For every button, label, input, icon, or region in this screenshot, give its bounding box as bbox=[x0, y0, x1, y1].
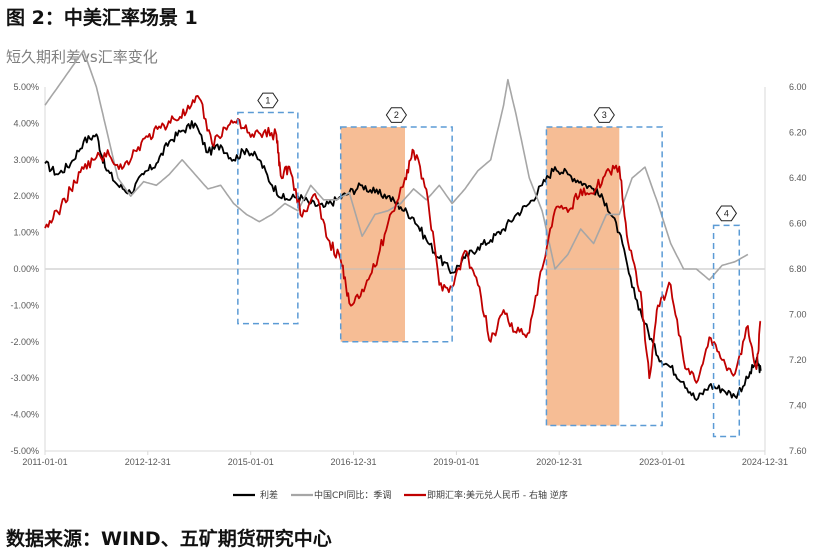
shaded-period bbox=[546, 127, 620, 426]
right-tick-label: 6.20 bbox=[789, 128, 807, 138]
line-chart: 5.00% 4.00% 3.00% 2.00% 1.00% 0.00% -1.00% -2.0… bbox=[10, 49, 807, 501]
series-line-fx bbox=[44, 95, 762, 384]
annotation-box bbox=[237, 111, 299, 325]
x-tick-label: 2024-12-31 bbox=[742, 457, 788, 467]
x-tick-label: 2012-12-31 bbox=[125, 457, 171, 467]
left-tick-label: 3.00% bbox=[13, 155, 39, 165]
legend-label: 即期汇率:美元兑人民币 - 右轴 逆序 bbox=[427, 489, 568, 501]
shaded-period bbox=[340, 127, 405, 342]
left-tick-label: -3.00% bbox=[10, 373, 39, 383]
annotation-label: 1 bbox=[265, 95, 270, 105]
annotation-label: 3 bbox=[602, 110, 607, 120]
annotation-box bbox=[545, 126, 663, 427]
series-line-spread bbox=[44, 120, 762, 401]
right-tick-label: 7.40 bbox=[789, 401, 807, 411]
annotation-box bbox=[339, 126, 453, 343]
x-tick-label: 2019-01-01 bbox=[433, 457, 479, 467]
left-tick-label: 4.00% bbox=[13, 118, 39, 128]
data-source: 数据来源：WIND、五矿期货研究中心 bbox=[6, 528, 332, 550]
left-tick-label: -1.00% bbox=[10, 300, 39, 310]
annotation-marker bbox=[593, 107, 615, 123]
right-tick-label: 7.20 bbox=[789, 355, 807, 365]
right-tick-label: 6.60 bbox=[789, 219, 807, 229]
x-tick-label: 2020-12-31 bbox=[536, 457, 582, 467]
x-tick-label: 2011-01-01 bbox=[22, 457, 67, 467]
left-tick-label: -2.00% bbox=[10, 337, 39, 347]
x-tick-label: 2015-01-01 bbox=[228, 457, 274, 467]
annotation-marker bbox=[385, 107, 408, 123]
figure-title: 图 2：中美汇率场景 1 bbox=[6, 7, 198, 29]
left-tick-label: -4.00% bbox=[10, 410, 39, 420]
series-line-cpi bbox=[44, 49, 749, 281]
left-tick-label: -5.00% bbox=[10, 446, 39, 456]
right-tick-label: 7.60 bbox=[789, 446, 807, 456]
left-tick-label: 0.00% bbox=[13, 264, 39, 274]
annotation-label: 4 bbox=[724, 208, 729, 218]
annotation-box bbox=[712, 224, 741, 438]
x-tick-label: 2023-01-01 bbox=[639, 457, 685, 467]
legend-label: 中国CPI同比：季调 bbox=[314, 489, 391, 501]
annotation-marker bbox=[715, 205, 738, 222]
x-tick-label: 2016-12-31 bbox=[330, 457, 376, 467]
right-tick-label: 6.00 bbox=[789, 82, 807, 92]
annotation-marker bbox=[257, 92, 279, 109]
right-tick-label: 6.80 bbox=[789, 264, 807, 274]
left-tick-label: 1.00% bbox=[13, 228, 39, 238]
left-tick-label: 5.00% bbox=[13, 82, 39, 92]
right-tick-label: 7.00 bbox=[789, 310, 807, 320]
chart-title: 短久期利差vs汇率变化 bbox=[6, 48, 158, 66]
right-tick-label: 6.40 bbox=[789, 173, 807, 183]
annotation-label: 2 bbox=[394, 110, 399, 120]
left-tick-label: 2.00% bbox=[13, 191, 39, 201]
legend-label: 利差 bbox=[260, 489, 278, 501]
